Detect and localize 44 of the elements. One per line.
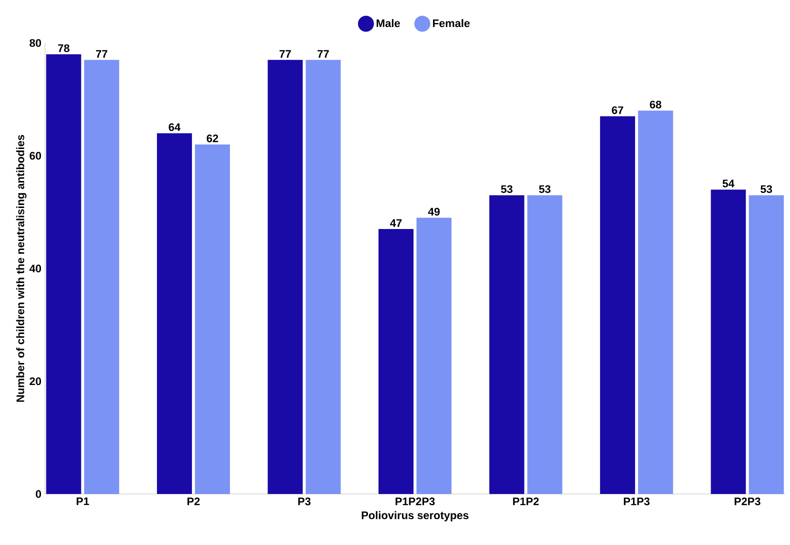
data-label: 77 [318, 50, 329, 58]
data-label: 64 [168, 123, 180, 131]
data-label: 68 [650, 100, 662, 108]
data-label: 67 [612, 106, 624, 114]
data-label: 53 [539, 185, 550, 194]
x-tick-label: P1P2P3 [396, 498, 435, 506]
data-label: 77 [280, 50, 291, 58]
bar [378, 229, 414, 494]
data-label: 62 [206, 134, 218, 142]
x-tick-label: P1 [76, 498, 90, 506]
bar [268, 60, 303, 494]
y-tick-label: 20 [30, 377, 42, 386]
bar [710, 190, 746, 494]
data-label: 77 [96, 50, 108, 58]
bar [84, 60, 120, 494]
y-tick-label: 0 [36, 490, 42, 498]
bar [416, 218, 452, 494]
x-axis-title: Poliovirus serotypes [362, 511, 468, 522]
data-label: 47 [390, 219, 402, 227]
y-tick-label: 80 [30, 39, 42, 47]
bar [489, 195, 524, 494]
legend-label: Female [433, 19, 470, 28]
data-label: 78 [58, 44, 70, 52]
data-label: 54 [722, 180, 734, 188]
bar [527, 195, 562, 494]
y-axis-title: Number of children with the neutralising antibodies [16, 134, 26, 402]
bar [46, 54, 82, 494]
y-tick-label: 60 [30, 152, 42, 160]
data-label: 53 [501, 185, 512, 194]
x-tick-label: P1P2 [513, 498, 539, 506]
data-label: 49 [428, 208, 440, 216]
bar [306, 60, 341, 494]
bar [748, 195, 784, 494]
bar [638, 110, 674, 494]
bar [194, 144, 230, 494]
y-tick-label: 40 [29, 264, 42, 272]
bar [600, 116, 636, 494]
x-tick-label: P3 [298, 498, 311, 506]
x-tick-label: P2 [187, 498, 200, 506]
bar [156, 133, 192, 494]
x-tick-label: P1P3 [624, 498, 650, 506]
x-tick-label: P2P3 [734, 498, 760, 506]
legend-label: Male [376, 19, 400, 28]
data-label: 53 [760, 185, 772, 194]
